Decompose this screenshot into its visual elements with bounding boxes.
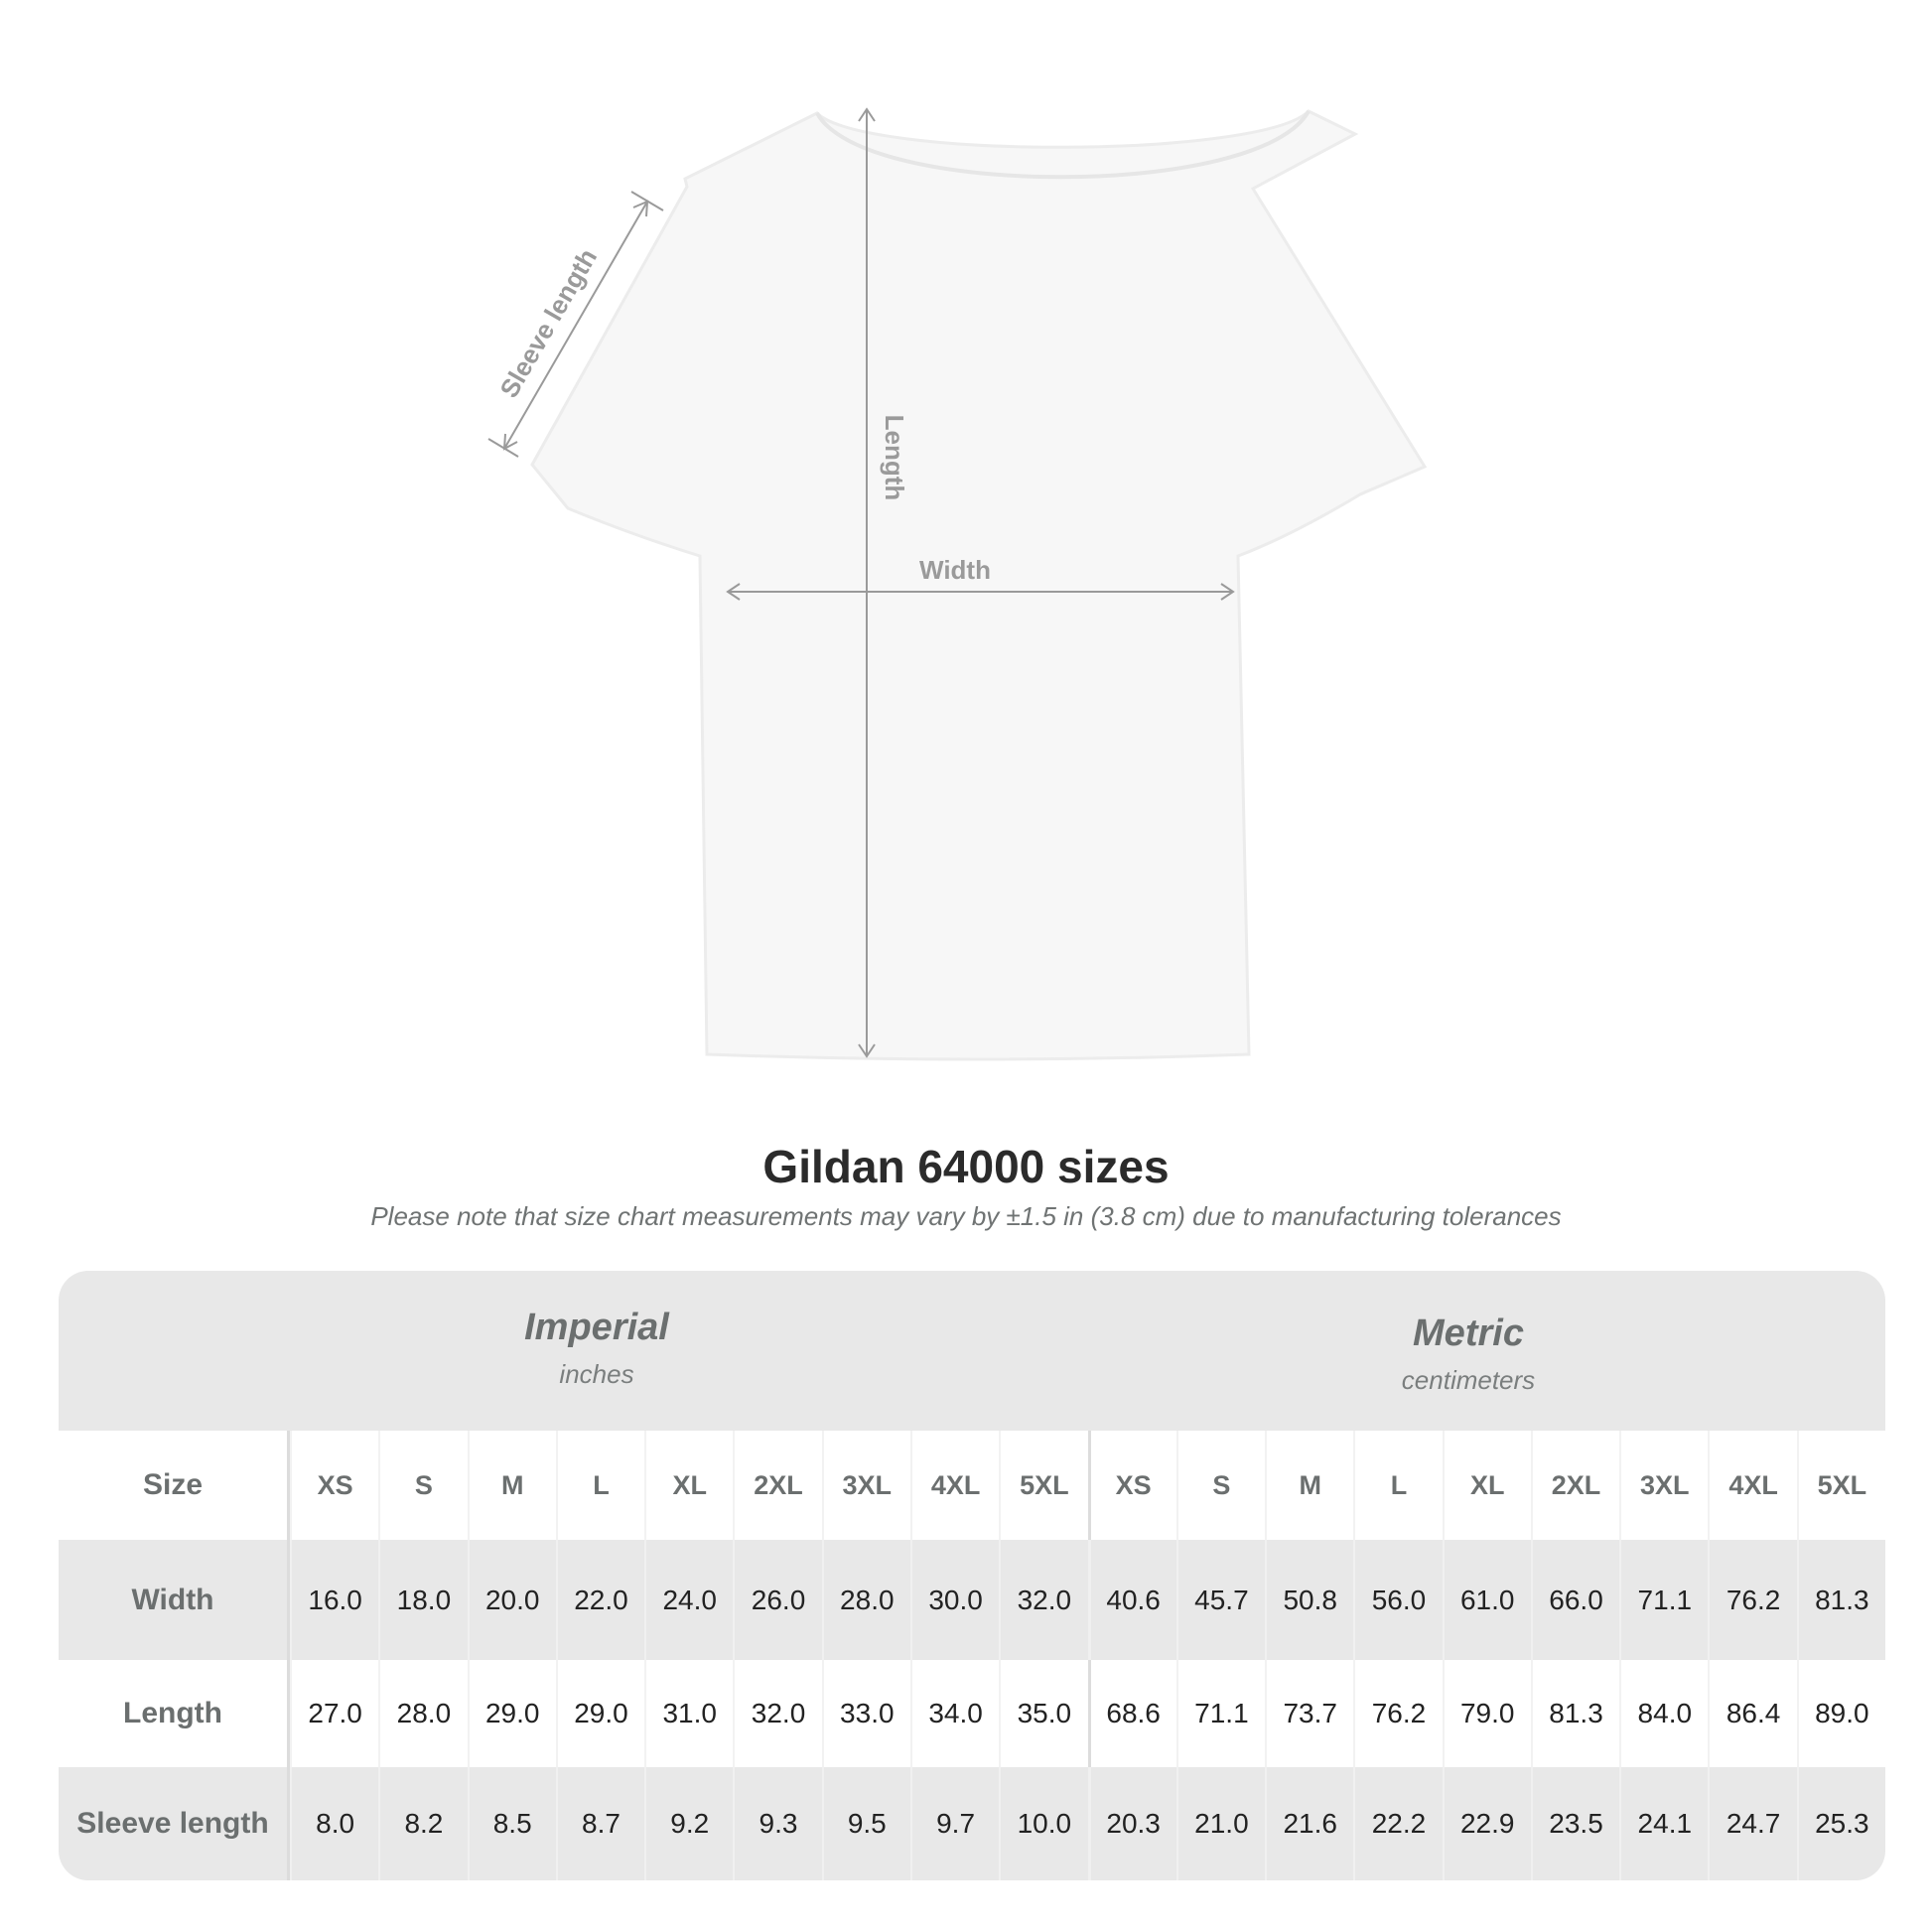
size-table: Imperial inches Metric centimeters Size X… xyxy=(59,1271,1885,1880)
tshirt-diagram: Width Length Sleeve length xyxy=(487,107,1428,1061)
table-cell: 26.0 xyxy=(733,1540,821,1660)
size-header-cell: XL xyxy=(644,1431,733,1540)
table-cell: 66.0 xyxy=(1530,1540,1619,1660)
table-cell: 71.1 xyxy=(1175,1660,1265,1767)
measurement-arrows xyxy=(487,107,1235,1058)
table-cell: 73.7 xyxy=(1265,1660,1353,1767)
table-cell: 81.3 xyxy=(1796,1540,1885,1660)
table-row: Sleeve length 8.0 8.2 8.5 8.7 9.2 9.3 9.5 9.7 10.… xyxy=(59,1767,1885,1880)
table-cell: 31.0 xyxy=(644,1660,733,1767)
metric-unit: centimeters xyxy=(1401,1365,1536,1395)
size-header-cell: XL xyxy=(1442,1431,1531,1540)
size-header-cell: S xyxy=(1175,1431,1265,1540)
table-cell: 68.6 xyxy=(1087,1660,1176,1767)
table-cell: 81.3 xyxy=(1530,1660,1619,1767)
table-cell: 32.0 xyxy=(999,1540,1087,1660)
table-cell: 8.5 xyxy=(467,1767,556,1880)
table-cell: 24.1 xyxy=(1619,1767,1708,1880)
table-cell: 79.0 xyxy=(1442,1660,1531,1767)
table-cell: 24.0 xyxy=(644,1540,733,1660)
size-header-cell: 2XL xyxy=(733,1431,821,1540)
table-cell: 61.0 xyxy=(1442,1540,1531,1660)
table-cell: 23.5 xyxy=(1530,1767,1619,1880)
size-header-cell: XS xyxy=(1087,1431,1176,1540)
table-cell: 45.7 xyxy=(1175,1540,1265,1660)
table-cell: 10.0 xyxy=(999,1767,1087,1880)
size-header-cell: 2XL xyxy=(1530,1431,1619,1540)
table-cell: 20.0 xyxy=(467,1540,556,1660)
table-cell: 8.7 xyxy=(555,1767,644,1880)
size-header-cell: L xyxy=(1353,1431,1442,1540)
size-header-cell: S xyxy=(378,1431,467,1540)
collar xyxy=(815,110,1311,180)
table-header: Imperial inches Metric centimeters xyxy=(59,1271,1885,1431)
table-cell: 32.0 xyxy=(733,1660,821,1767)
sleeve-arrow xyxy=(503,201,648,450)
page-title: Gildan 64000 sizes xyxy=(762,1141,1170,1192)
size-header-cell: 4XL xyxy=(1708,1431,1796,1540)
size-header-cell: XS xyxy=(290,1431,378,1540)
size-header-cell: M xyxy=(1265,1431,1353,1540)
table-cell: 86.4 xyxy=(1708,1660,1796,1767)
table-cell: 76.2 xyxy=(1708,1540,1796,1660)
table-cell: 40.6 xyxy=(1087,1540,1176,1660)
imperial-unit: inches xyxy=(559,1359,634,1389)
table-cell: 20.3 xyxy=(1087,1767,1176,1880)
table-cell: 50.8 xyxy=(1265,1540,1353,1660)
table-cell: 56.0 xyxy=(1353,1540,1442,1660)
table-cell: 9.3 xyxy=(733,1767,821,1880)
table-cell: 84.0 xyxy=(1619,1660,1708,1767)
row-label: Length xyxy=(59,1660,290,1767)
table-cell: 30.0 xyxy=(909,1540,999,1660)
width-label: Width xyxy=(919,555,991,585)
metric-header: Metric centimeters xyxy=(1171,1312,1766,1396)
table-cell: 89.0 xyxy=(1796,1660,1885,1767)
metric-title: Metric xyxy=(1413,1312,1524,1354)
table-cell: 35.0 xyxy=(999,1660,1087,1767)
size-header-cell: 5XL xyxy=(999,1431,1087,1540)
table-cell: 9.7 xyxy=(909,1767,999,1880)
row-label: Sleeve length xyxy=(59,1767,290,1880)
size-label: Size xyxy=(59,1431,290,1540)
table-cell: 8.0 xyxy=(290,1767,378,1880)
size-row: Size XS S M L XL 2XL 3XL 4XL 5XL XS S M L XL 2XL 3XL 4XL 5… xyxy=(59,1431,1885,1540)
table-cell: 29.0 xyxy=(555,1660,644,1767)
table-cell: 28.0 xyxy=(821,1540,910,1660)
table-cell: 34.0 xyxy=(909,1660,999,1767)
table-cell: 18.0 xyxy=(378,1540,467,1660)
row-label: Width xyxy=(59,1540,290,1660)
table-cell: 22.9 xyxy=(1442,1767,1531,1880)
table-cell: 24.7 xyxy=(1708,1767,1796,1880)
table-cell: 25.3 xyxy=(1796,1767,1885,1880)
size-header-cell: 3XL xyxy=(1619,1431,1708,1540)
table-cell: 22.2 xyxy=(1353,1767,1442,1880)
table-cell: 16.0 xyxy=(290,1540,378,1660)
size-header-cell: M xyxy=(467,1431,556,1540)
table-cell: 22.0 xyxy=(555,1540,644,1660)
table-cell: 9.2 xyxy=(644,1767,733,1880)
table-row: Width 16.0 18.0 20.0 22.0 24.0 26.0 28.0 30.0 32.… xyxy=(59,1540,1885,1660)
size-header-cell: 3XL xyxy=(821,1431,910,1540)
table-cell: 28.0 xyxy=(378,1660,467,1767)
imperial-header: Imperial inches xyxy=(299,1307,895,1390)
tolerance-note: Please note that size chart measurements… xyxy=(370,1201,1562,1231)
table-cell: 76.2 xyxy=(1353,1660,1442,1767)
length-label: Length xyxy=(880,415,909,501)
table-cell: 33.0 xyxy=(821,1660,910,1767)
table-cell: 21.0 xyxy=(1175,1767,1265,1880)
size-header-cell: 4XL xyxy=(909,1431,999,1540)
size-header-cell: 5XL xyxy=(1796,1431,1885,1540)
table-cell: 29.0 xyxy=(467,1660,556,1767)
table-cell: 21.6 xyxy=(1265,1767,1353,1880)
table-cell: 71.1 xyxy=(1619,1540,1708,1660)
table-cell: 8.2 xyxy=(378,1767,467,1880)
table-row: Length 27.0 28.0 29.0 29.0 31.0 32.0 33.0 34.0 35… xyxy=(59,1660,1885,1767)
tshirt-illustration xyxy=(530,109,1428,1061)
imperial-title: Imperial xyxy=(524,1307,669,1348)
table-cell: 27.0 xyxy=(290,1660,378,1767)
size-header-cell: L xyxy=(555,1431,644,1540)
table-cell: 9.5 xyxy=(821,1767,910,1880)
